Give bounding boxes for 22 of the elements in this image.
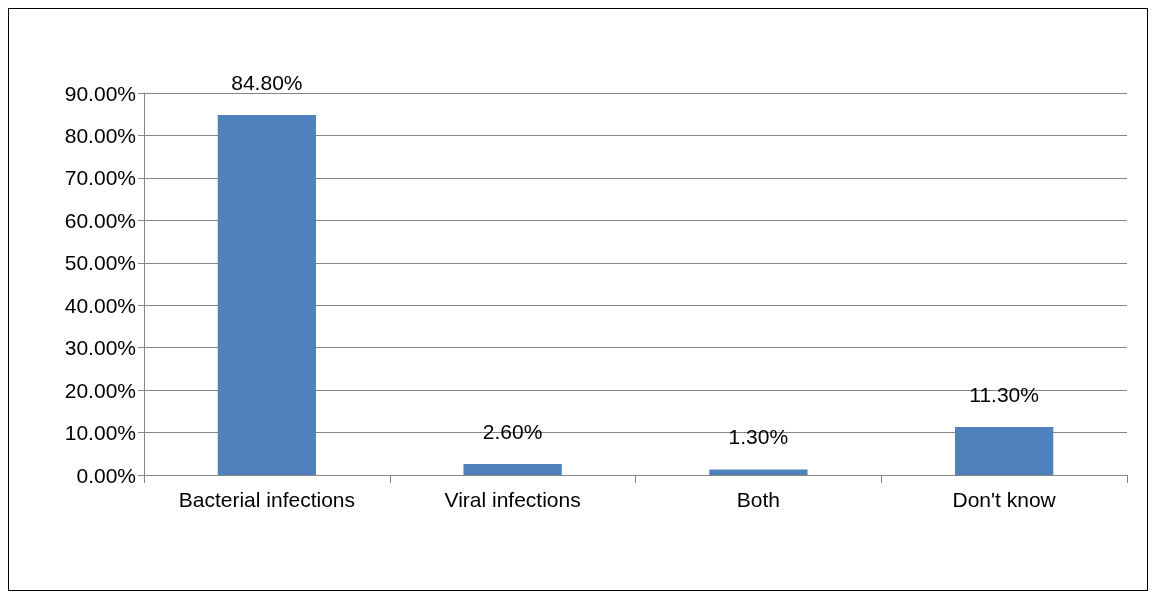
x-tick-label: Don't know <box>952 488 1057 511</box>
x-tick-label: Both <box>736 488 780 511</box>
data-label: 84.80% <box>231 71 303 95</box>
y-tick-label: 50.00% <box>64 251 136 275</box>
x-tick-label: Bacterial infections <box>178 488 356 511</box>
bar <box>954 427 1054 475</box>
bar <box>709 469 808 475</box>
y-tick-label: 0.00% <box>76 463 136 487</box>
data-label: 1.30% <box>728 425 789 449</box>
y-tick-label: 30.00% <box>64 336 136 360</box>
y-tick-label: 40.00% <box>64 293 136 317</box>
data-label: 2.60% <box>482 419 543 443</box>
y-tick-label: 10.00% <box>64 421 136 445</box>
x-tick-label: Viral infections <box>444 488 581 511</box>
y-tick-label: 20.00% <box>64 378 136 402</box>
data-label: 11.30% <box>969 383 1039 407</box>
bar <box>463 463 562 475</box>
y-tick-label: 90.00% <box>64 81 136 105</box>
y-tick-label: 80.00% <box>64 123 136 147</box>
y-tick-label: 70.00% <box>64 166 136 190</box>
y-tick-label: 60.00% <box>64 208 136 232</box>
bar <box>217 115 317 475</box>
